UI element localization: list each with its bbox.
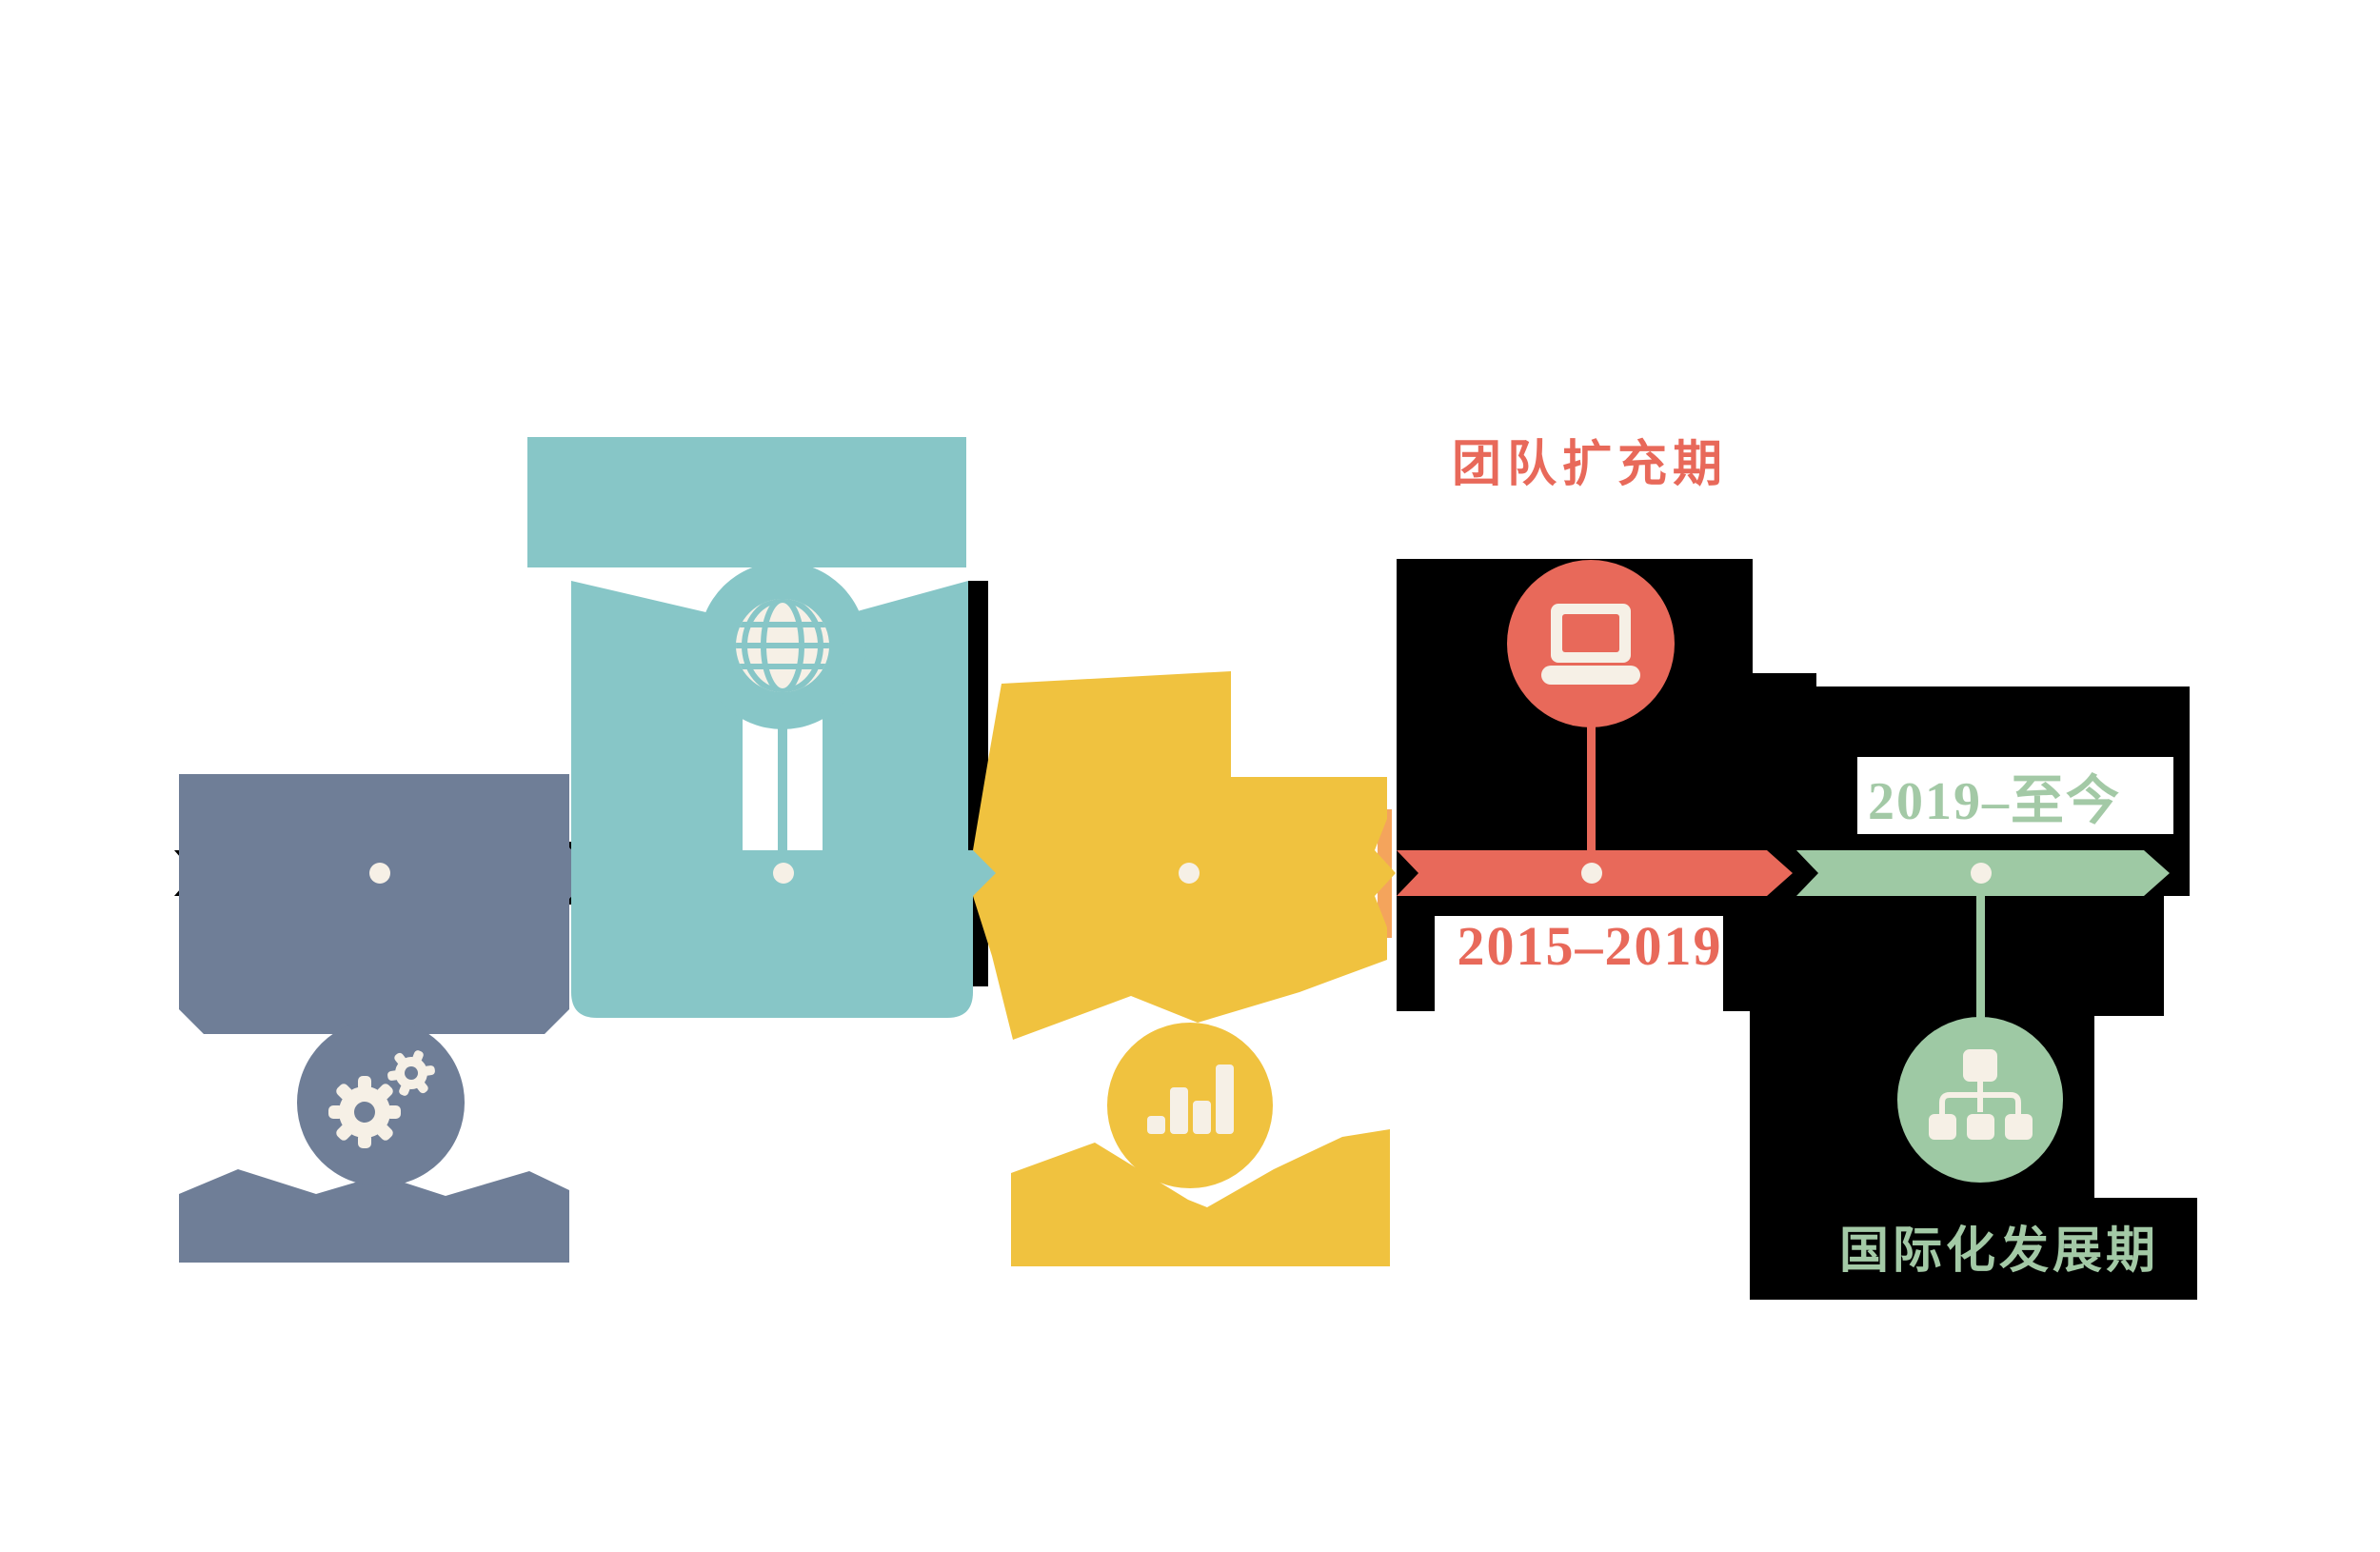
phase-3-star-shape (973, 671, 1396, 1040)
phase-4-shape-group (1397, 560, 1793, 896)
timeline-node-phase-2 (773, 863, 794, 884)
phase-2-header-shape (527, 437, 966, 567)
phase-1-connector-line (377, 896, 387, 1025)
phase-2-band-tip (968, 850, 1008, 896)
phase-3-wave-shape (1011, 1129, 1390, 1266)
phase-2-wing-left (571, 581, 743, 896)
gears-icon (328, 1050, 435, 1148)
phase-5-period-label: 2019–至今 (1868, 772, 2121, 831)
label-plate-period-phase-5 (1857, 757, 2173, 834)
timeline-node-phase-1 (369, 863, 390, 884)
phase-2-band-body (571, 850, 968, 896)
phase-4-title-label: 团队扩充期 (1452, 436, 1728, 493)
phase-4-period-label: 2015–2019 (1458, 915, 1723, 977)
backdrop-phase-5-bottom (1750, 1198, 2197, 1300)
icon-circle-phase-3 (1107, 1023, 1273, 1188)
laptop-icon (1541, 604, 1640, 685)
backdrop-phase-5-band (1750, 896, 2164, 1016)
phase-2-shape-group (527, 437, 1008, 1018)
label-plate-period-phase-4 (1435, 916, 1723, 1014)
org-chart-icon (1929, 1049, 2033, 1140)
phase-1-shape-group (179, 774, 593, 1263)
phase-5-shape-group (1796, 850, 2170, 1183)
bar-chart-icon (1147, 1065, 1234, 1134)
timeline-nodes (369, 863, 1992, 884)
timeline-node-phase-3 (1179, 863, 1200, 884)
phase-1-wave-shape (179, 1169, 569, 1263)
phase-2-connector-line (778, 722, 787, 852)
phase-3-shape-group (973, 671, 1396, 1266)
timeline-node-phase-4 (1581, 863, 1602, 884)
phase-5-title-label: 国际化发展期 (1839, 1223, 2159, 1280)
timeline-node-phase-5 (1971, 863, 1992, 884)
phase-2-lower-shape (571, 896, 973, 1018)
phase-5-connector-line (1976, 896, 1985, 1020)
phase-4-connector-line (1587, 726, 1596, 854)
globe-icon (736, 599, 829, 692)
